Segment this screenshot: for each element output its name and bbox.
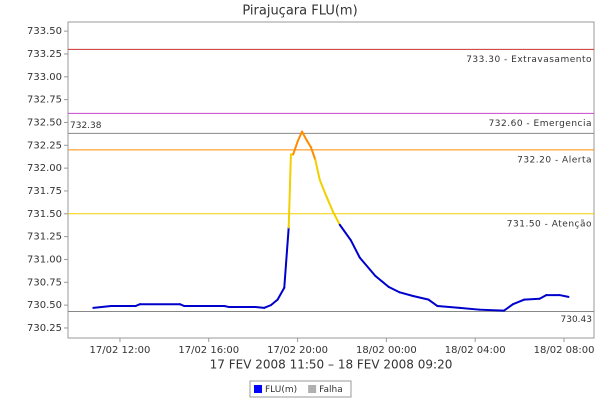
data-line bbox=[263, 304, 272, 309]
data-line bbox=[412, 294, 430, 301]
data-line bbox=[503, 303, 514, 312]
y-tick-label: 732.00 bbox=[27, 163, 62, 174]
marker-label: 730.43 bbox=[561, 315, 593, 325]
data-line bbox=[436, 305, 461, 309]
data-line bbox=[314, 158, 321, 181]
y-tick-label: 733.25 bbox=[27, 49, 62, 60]
y-tick-label: 733.00 bbox=[27, 72, 62, 83]
y-tick-label: 730.75 bbox=[27, 277, 62, 288]
chart-title: Pirajuçara FLU(m) bbox=[242, 4, 357, 19]
plot-area bbox=[67, 21, 595, 339]
legend-box bbox=[249, 380, 352, 398]
marker-label: 732.38 bbox=[70, 121, 102, 131]
data-line bbox=[458, 306, 481, 311]
threshold-label: 732.20 - Alerta bbox=[517, 155, 592, 165]
data-line bbox=[318, 179, 328, 198]
data-line bbox=[325, 195, 335, 213]
legend-swatch bbox=[308, 385, 317, 393]
data-line bbox=[398, 291, 415, 297]
data-line bbox=[301, 130, 308, 141]
chart-subtitle: 17 FEV 2008 11:50 – 18 FEV 2008 09:20 bbox=[210, 358, 453, 372]
data-line bbox=[254, 305, 266, 309]
y-tick-label: 733.50 bbox=[27, 26, 62, 37]
data-line bbox=[92, 305, 113, 309]
data-line bbox=[538, 294, 548, 300]
legend-swatch bbox=[254, 385, 262, 393]
legend-label: FLU(m) bbox=[265, 385, 297, 395]
y-tick-label: 732.50 bbox=[27, 117, 62, 128]
y-tick-label: 731.50 bbox=[27, 209, 62, 220]
y-tick-label: 730.50 bbox=[27, 300, 62, 311]
x-tick-label: 17/02 16:00 bbox=[178, 345, 239, 356]
y-tick-label: 731.75 bbox=[27, 186, 62, 197]
y-tick-label: 731.25 bbox=[27, 232, 62, 243]
data-line bbox=[292, 140, 299, 156]
threshold-label: 731.50 - Atenção bbox=[507, 219, 592, 229]
data-line bbox=[358, 256, 377, 277]
data-line bbox=[283, 226, 290, 289]
data-line bbox=[269, 298, 279, 307]
x-tick-label: 17/02 20:00 bbox=[267, 345, 328, 356]
threshold-label: 732.60 - Emergencia bbox=[489, 119, 592, 129]
data-line bbox=[349, 239, 361, 259]
x-tick-label: 18/02 00:00 bbox=[356, 345, 417, 356]
y-tick-label: 731.00 bbox=[27, 254, 62, 265]
x-tick-label: 17/02 12:00 bbox=[90, 345, 151, 356]
data-line bbox=[305, 138, 312, 149]
data-line bbox=[511, 298, 526, 306]
data-line bbox=[338, 223, 352, 242]
data-line bbox=[478, 308, 506, 312]
x-tick-label: 18/02 04:00 bbox=[445, 345, 506, 356]
data-line bbox=[523, 297, 541, 301]
y-tick-label: 732.75 bbox=[27, 95, 62, 106]
data-line bbox=[427, 298, 439, 308]
threshold-label: 733.30 - Extravasamento bbox=[466, 55, 592, 65]
legend-label: Falha bbox=[319, 385, 343, 395]
data-line bbox=[332, 210, 341, 226]
y-tick-label: 732.25 bbox=[27, 140, 62, 151]
x-tick-label: 18/02 08:00 bbox=[534, 345, 595, 356]
data-line bbox=[276, 286, 286, 301]
data-line bbox=[296, 130, 304, 143]
data-line bbox=[287, 153, 292, 229]
data-line bbox=[309, 146, 317, 161]
data-line bbox=[558, 294, 570, 298]
data-line bbox=[387, 285, 401, 294]
y-tick-label: 730.25 bbox=[27, 323, 62, 334]
data-line bbox=[374, 274, 390, 288]
